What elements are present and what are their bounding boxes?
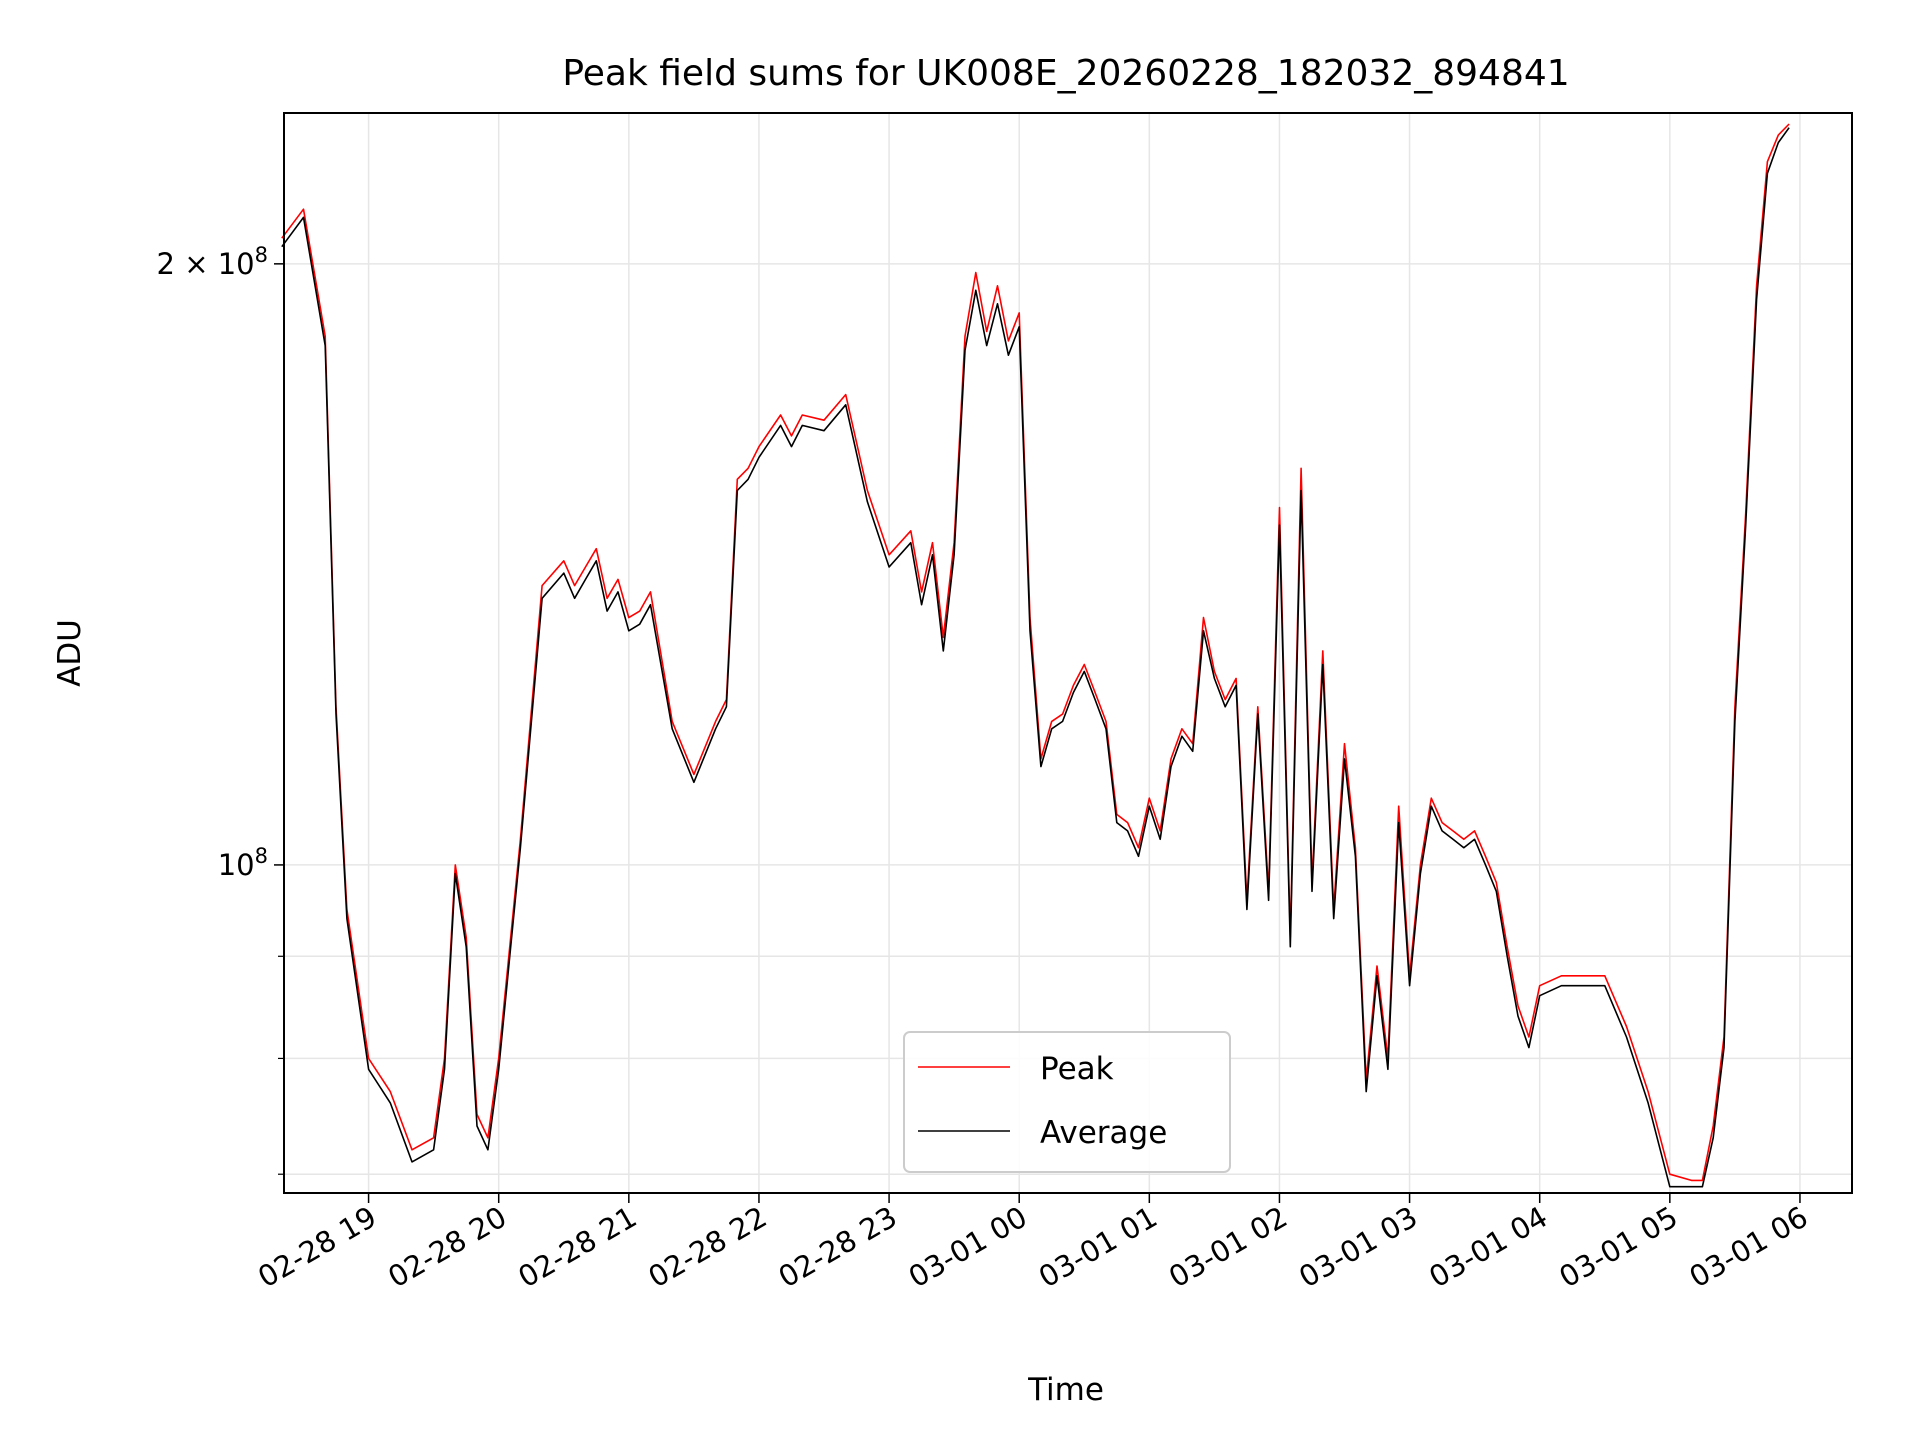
- series-line-average: [281, 127, 1790, 1188]
- x-tick-label: 02-28 20: [382, 1200, 512, 1295]
- x-tick-label: 02-28 22: [643, 1200, 773, 1295]
- legend-average-label: Average: [1040, 1115, 1167, 1151]
- x-tick-label: 03-01 03: [1293, 1200, 1423, 1295]
- x-tick-label: 02-28 23: [773, 1200, 903, 1295]
- y-tick-base: 10: [218, 848, 255, 882]
- x-tick-label: 03-01 06: [1684, 1200, 1814, 1295]
- series-layer: [281, 123, 1790, 1188]
- y-axis-label: ADU: [52, 619, 88, 687]
- x-axis-label: Time: [1027, 1372, 1104, 1408]
- x-tick-label: 03-01 00: [903, 1200, 1033, 1295]
- grid: [284, 113, 1852, 1193]
- legend: Peak Average: [903, 1031, 1231, 1173]
- x-tick-label: 02-28 21: [512, 1200, 642, 1295]
- plot-frame: [283, 112, 1853, 1194]
- x-tick-label: 02-28 19: [252, 1200, 382, 1295]
- series-line-peak: [281, 123, 1790, 1182]
- y-tick-exponent: 8: [255, 844, 268, 868]
- x-tick-label: 03-01 02: [1163, 1200, 1293, 1295]
- y-tick-base: 10: [218, 247, 255, 281]
- x-tick-label: 03-01 01: [1033, 1200, 1163, 1295]
- y-tick-label: 108: [218, 844, 268, 882]
- y-tick-prefix: 2 ×: [157, 247, 218, 281]
- y-tick-exponent: 8: [255, 243, 268, 267]
- y-tick-label: 2 × 108: [157, 243, 268, 281]
- legend-peak-label: Peak: [1040, 1051, 1114, 1087]
- x-tick-label: 03-01 05: [1553, 1200, 1683, 1295]
- chart-title: Peak field sums for UK008E_20260228_1820…: [562, 53, 1569, 94]
- x-tick-label: 03-01 04: [1423, 1200, 1553, 1295]
